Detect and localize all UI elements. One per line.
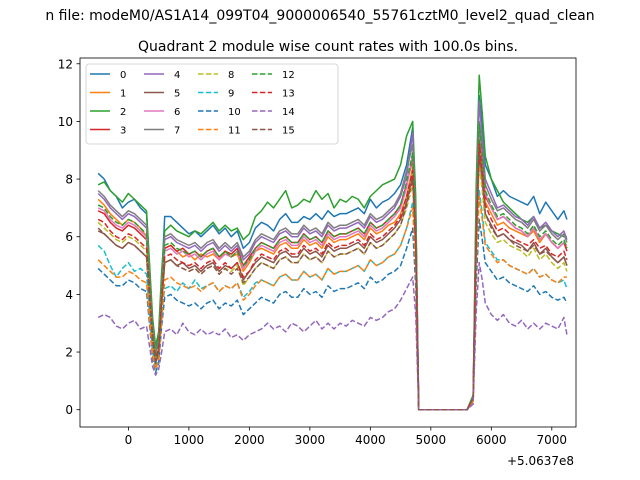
- y-tick-label: 12: [58, 57, 73, 71]
- series-line-10: [97, 218, 568, 411]
- x-tick-label: 1000: [174, 433, 205, 447]
- legend-label-11: 11: [228, 126, 241, 137]
- legend-label-12: 12: [282, 70, 295, 81]
- series-line-0: [97, 94, 568, 411]
- series-layer: [97, 74, 568, 411]
- y-tick-label: 8: [65, 173, 73, 187]
- legend-label-3: 3: [120, 126, 126, 137]
- legend-label-4: 4: [174, 70, 180, 81]
- series-line-6: [97, 126, 568, 411]
- legend-label-9: 9: [228, 89, 234, 100]
- y-tick-label: 4: [65, 288, 73, 302]
- legend-label-10: 10: [228, 107, 241, 118]
- y-tick-label: 2: [65, 346, 73, 360]
- figure-suptitle: n file: modeM0/AS1A14_099T04_9000006540_…: [45, 8, 594, 24]
- x-tick-label: 0: [125, 433, 133, 447]
- series-line-14: [97, 261, 568, 411]
- y-tick-label: 10: [58, 115, 73, 129]
- x-tick-label: 3000: [295, 433, 326, 447]
- series-line-13: [97, 143, 568, 411]
- legend-label-14: 14: [282, 107, 295, 118]
- legend-label-7: 7: [174, 126, 180, 137]
- y-tick-label: 0: [65, 403, 73, 417]
- series-line-4: [97, 100, 568, 411]
- axes-frame: [79, 57, 577, 428]
- legend-label-6: 6: [174, 107, 180, 118]
- series-line-12: [97, 123, 568, 411]
- x-offset-label: +5.0637e8: [507, 454, 574, 468]
- legend-label-1: 1: [120, 89, 126, 100]
- x-tick-label: 6000: [476, 433, 507, 447]
- y-tick-label: 6: [65, 230, 73, 244]
- series-line-2: [97, 74, 567, 411]
- series-line-15: [97, 152, 568, 411]
- x-tick-label: 2000: [234, 433, 265, 447]
- series-line-9: [97, 189, 568, 411]
- legend-box: [85, 63, 339, 145]
- legend-label-8: 8: [228, 70, 234, 81]
- x-tick-label: 7000: [537, 433, 568, 447]
- legend-label-0: 0: [120, 70, 126, 81]
- series-line-3: [97, 132, 568, 411]
- legend-label-15: 15: [282, 126, 295, 137]
- legend-label-13: 13: [282, 89, 295, 100]
- series-line-7: [97, 120, 568, 411]
- x-tick-label: 5000: [416, 433, 447, 447]
- x-tick-label: 4000: [355, 433, 386, 447]
- chart-title: Quadrant 2 module wise count rates with …: [138, 39, 518, 55]
- legend-label-2: 2: [120, 107, 126, 118]
- legend-label-5: 5: [174, 89, 180, 100]
